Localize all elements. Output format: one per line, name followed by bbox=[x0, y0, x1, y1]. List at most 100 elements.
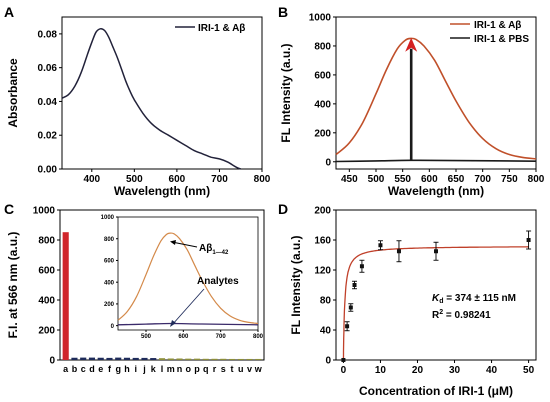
panel-c-inset-arrow-abeta bbox=[171, 241, 198, 248]
panel-b-arrow-head bbox=[405, 37, 418, 52]
panel-d-r2-label: R bbox=[432, 310, 440, 321]
panel-c-category-label: p bbox=[194, 364, 200, 374]
panel-d-kd-value: = 374 ± 115 nM bbox=[444, 293, 516, 304]
panel-a-yticks: 0.00 0.02 0.04 0.06 0.08 bbox=[38, 29, 62, 176]
panel-d-ylabel: FL Intensity (a.u.) bbox=[289, 235, 303, 334]
panel-c-category-label: g bbox=[115, 364, 121, 374]
panel-c-bar bbox=[193, 358, 201, 360]
panel-c-ytick-label: 1000 bbox=[33, 206, 56, 217]
panel-b-xtick-label: 650 bbox=[448, 174, 465, 185]
panel-d-point bbox=[396, 249, 401, 254]
panel-c-bar bbox=[185, 358, 192, 360]
panel-d-points bbox=[341, 230, 532, 362]
panel-d-yticks: 0 40 80 120 160 200 bbox=[314, 206, 336, 367]
panel-c-inset-label-abeta-main: Aβ bbox=[199, 243, 212, 254]
panel-c-ylabel: F.I. at 566 nm (a.u.) bbox=[6, 232, 20, 339]
panel-d-point bbox=[434, 249, 438, 254]
panel-a-xtick-label: 700 bbox=[211, 174, 228, 185]
panel-d-xtick-label: 20 bbox=[412, 365, 424, 376]
panel-b-legend-label-abeta: IRI-1 & Aβ bbox=[474, 20, 521, 31]
panel-d-point bbox=[348, 305, 353, 310]
panel-c-bar bbox=[246, 358, 253, 360]
panel-b-series-pbs bbox=[335, 159, 537, 163]
panel-c-inset-series-analytes bbox=[117, 322, 259, 326]
panel-c-category-label: i bbox=[134, 364, 137, 374]
panel-d-xtick-label: 10 bbox=[375, 365, 387, 376]
panel-c-bar bbox=[88, 357, 96, 360]
panel-c-category-label: s bbox=[221, 364, 226, 374]
panel-d-point bbox=[345, 324, 350, 329]
panel-c-bar bbox=[211, 358, 218, 360]
panel-a-xtick-label: 500 bbox=[126, 174, 143, 185]
panel-b-ytick-label: 600 bbox=[314, 70, 331, 81]
panel-b-ytick-label: 200 bbox=[314, 128, 331, 139]
panel-d-r2-value: = 0.98241 bbox=[443, 310, 491, 321]
panel-b-yticks: 0 200 400 600 800 1000 bbox=[309, 13, 336, 168]
panel-d-point bbox=[341, 358, 346, 362]
panel-c-bar bbox=[80, 357, 87, 360]
panel-c-bar bbox=[132, 357, 139, 360]
panel-c-category-label: c bbox=[81, 364, 86, 374]
panel-d-kd-symbol: K bbox=[432, 293, 440, 304]
panel-letter-c: C bbox=[4, 201, 14, 217]
panel-c-category-label: r bbox=[213, 364, 217, 374]
panel-c-bar bbox=[176, 358, 183, 360]
panel-d-ytick-label: 40 bbox=[320, 326, 332, 337]
panel-c-bar bbox=[220, 358, 227, 360]
panel-d-point bbox=[352, 283, 357, 287]
panel-c-category-label: h bbox=[124, 364, 130, 374]
panel-c-ytick-label: 400 bbox=[38, 296, 55, 307]
panel-d-xticks: 0 10 20 30 40 50 bbox=[341, 360, 535, 376]
panel-c-bar bbox=[202, 358, 209, 360]
panel-a-xtick-label: 600 bbox=[169, 174, 186, 185]
panel-c-bar bbox=[62, 232, 69, 360]
panel-c-bar bbox=[115, 357, 122, 360]
panel-d-ytick-label: 120 bbox=[314, 266, 331, 277]
panel-letter-a: A bbox=[4, 4, 14, 20]
panel-a-xtick-label: 400 bbox=[83, 174, 100, 185]
panel-b-ylabel: FL Intensity (a.u.) bbox=[279, 43, 293, 142]
panel-c-bar bbox=[158, 358, 166, 360]
panel-c-category-label: m bbox=[167, 364, 175, 374]
panel-c-inset-series-abeta bbox=[117, 232, 259, 325]
panel-a-xlabel: Wavelength (nm) bbox=[114, 184, 210, 198]
panel-c-category-label: q bbox=[203, 364, 209, 374]
panel-d-ytick-label: 80 bbox=[320, 296, 332, 307]
panel-c-bar bbox=[150, 358, 157, 360]
panel-c-inset-arrowhead-analytes bbox=[170, 320, 176, 327]
panel-a-frame bbox=[61, 16, 263, 170]
panel-c-ytick-label: 0 bbox=[49, 356, 55, 367]
panel-c-category-label: b bbox=[72, 364, 78, 374]
panel-c-category-label: f bbox=[108, 364, 112, 374]
panel-d-ytick-label: 200 bbox=[314, 206, 331, 217]
panel-d-r2-superscript: 2 bbox=[439, 309, 443, 316]
panel-d-point bbox=[359, 264, 364, 269]
panel-c-inset-ytick-label: 1000 bbox=[101, 215, 115, 221]
panel-b-ytick-label: 1000 bbox=[309, 13, 332, 24]
panel-d-xtick-label: 50 bbox=[523, 365, 535, 376]
panel-c-inset-label-analytes: Analytes bbox=[197, 276, 239, 287]
panel-d-xtick-label: 0 bbox=[341, 365, 347, 376]
panel-c-bar bbox=[255, 358, 262, 360]
panel-b-ytick-label: 800 bbox=[314, 41, 331, 52]
panel-c-category-label: v bbox=[247, 364, 252, 374]
panel-c-inset-ytick-label: 200 bbox=[104, 302, 115, 308]
panel-c-category-label: o bbox=[186, 364, 192, 374]
panel-c-category-label: e bbox=[98, 364, 103, 374]
panel-c-bar bbox=[167, 358, 174, 360]
panel-c-bar bbox=[123, 357, 131, 360]
panel-letter-d: D bbox=[278, 201, 288, 217]
panel-c-category-label: w bbox=[254, 364, 263, 374]
panel-c-inset: 0 200 400 600 800 1000 500 600 700 800 Aβ1—42 An… bbox=[101, 215, 264, 340]
panel-c-category-label: n bbox=[177, 364, 183, 374]
panel-b-ytick-label: 0 bbox=[325, 157, 331, 168]
panel-b-xtick-label: 800 bbox=[528, 174, 545, 185]
panel-c-bar bbox=[141, 357, 148, 360]
panel-c-ytick-label: 800 bbox=[38, 236, 55, 247]
panel-c-inset-label-abeta: Aβ1—42 bbox=[199, 243, 229, 256]
panel-c-category-label: u bbox=[238, 364, 244, 374]
panel-b: 0 200 400 600 800 1000 450 500 550 600 650 700 750 8… bbox=[279, 13, 545, 199]
panel-c-inset-arrow-analytes bbox=[171, 288, 205, 326]
panel-d-fit-curve bbox=[342, 246, 529, 360]
